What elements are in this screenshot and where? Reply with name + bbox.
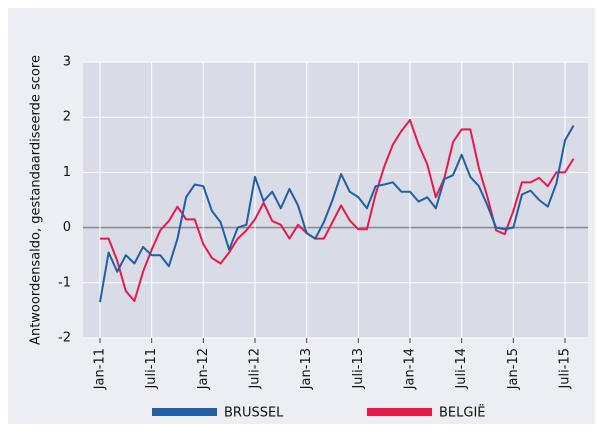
y-tick-label: -1 (58, 275, 71, 290)
y-tick-label: -2 (58, 331, 71, 346)
legend-label: BRUSSEL (224, 406, 284, 421)
x-tick-label: Juli-11 (144, 348, 159, 390)
series-line (99, 124, 575, 303)
x-tick-label: Jan-11 (93, 348, 108, 390)
y-tick-label: 1 (63, 165, 71, 180)
legend-label: BELGIË (439, 405, 486, 421)
x-tick-label: Juli-12 (247, 348, 262, 390)
x-tick-label: Jan-12 (196, 348, 211, 390)
x-tick-label: Jan-13 (299, 348, 314, 390)
plot-area (83, 62, 588, 338)
y-axis-label: Antwoordensaldo, gestandaardiseerde scor… (29, 55, 44, 345)
x-tick-label: Juli-14 (454, 348, 469, 390)
y-tick-label: 2 (63, 110, 71, 125)
x-tick-label: Jan-15 (506, 348, 521, 390)
y-tick-label: 3 (63, 55, 71, 70)
x-tick-label: Juli-15 (557, 348, 572, 390)
x-tick-label: Jan-14 (402, 348, 417, 390)
y-tick-label: 0 (63, 220, 71, 235)
x-tick-label: Juli-13 (351, 348, 366, 390)
